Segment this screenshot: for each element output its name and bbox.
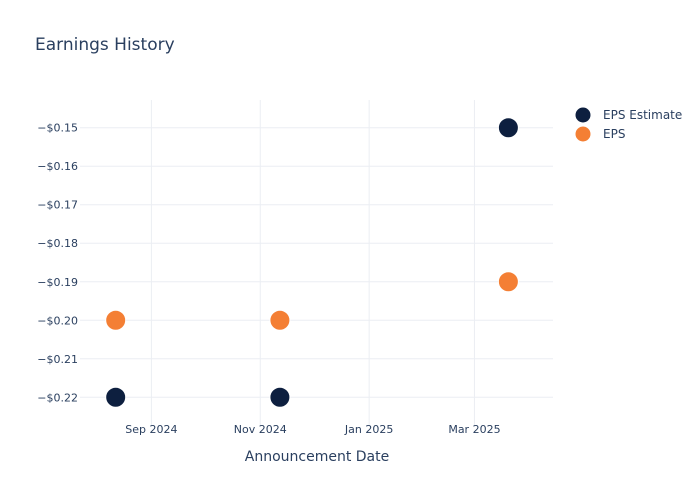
series-eps: [105, 271, 519, 331]
legend-item[interactable]: EPS Estimate: [574, 106, 682, 124]
data-point[interactable]: [105, 309, 127, 331]
y-tick-label: −$0.20: [37, 314, 78, 327]
x-axis-title: Announcement Date: [245, 449, 389, 465]
series-eps-estimate: [105, 117, 519, 408]
data-points: [105, 117, 519, 408]
y-tick-label: −$0.18: [37, 237, 78, 250]
y-tick-label: −$0.16: [37, 160, 78, 173]
legend-label: EPS: [603, 127, 625, 141]
data-point[interactable]: [105, 386, 127, 408]
legend-marker: [574, 125, 592, 143]
legend-label: EPS Estimate: [603, 108, 682, 122]
x-tick-label: Nov 2024: [234, 423, 287, 436]
x-tick-label: Jan 2025: [344, 423, 393, 436]
data-point[interactable]: [269, 309, 291, 331]
data-point[interactable]: [497, 117, 519, 139]
legend-item[interactable]: EPS: [574, 125, 625, 143]
x-tick-label: Sep 2024: [125, 423, 177, 436]
x-tick-label: Mar 2025: [448, 423, 500, 436]
data-point[interactable]: [497, 271, 519, 293]
legend-marker: [574, 106, 592, 124]
y-axis-ticks: −$0.15 −$0.16 −$0.17 −$0.18 −$0.19 −$0.20 −$0.…: [37, 122, 78, 405]
x-axis-ticks: Sep 2024 Nov 2024 Jan 2025 Mar 2025: [125, 423, 500, 436]
legend[interactable]: EPS Estimate EPS: [574, 106, 682, 143]
chart-title: Earnings History: [35, 35, 175, 55]
y-tick-label: −$0.21: [37, 353, 78, 366]
grid-layer: [80, 100, 553, 425]
y-tick-label: −$0.19: [37, 276, 78, 289]
y-tick-label: −$0.22: [37, 391, 78, 404]
data-point[interactable]: [269, 386, 291, 408]
y-tick-label: −$0.15: [37, 122, 78, 135]
y-tick-label: −$0.17: [37, 199, 78, 212]
